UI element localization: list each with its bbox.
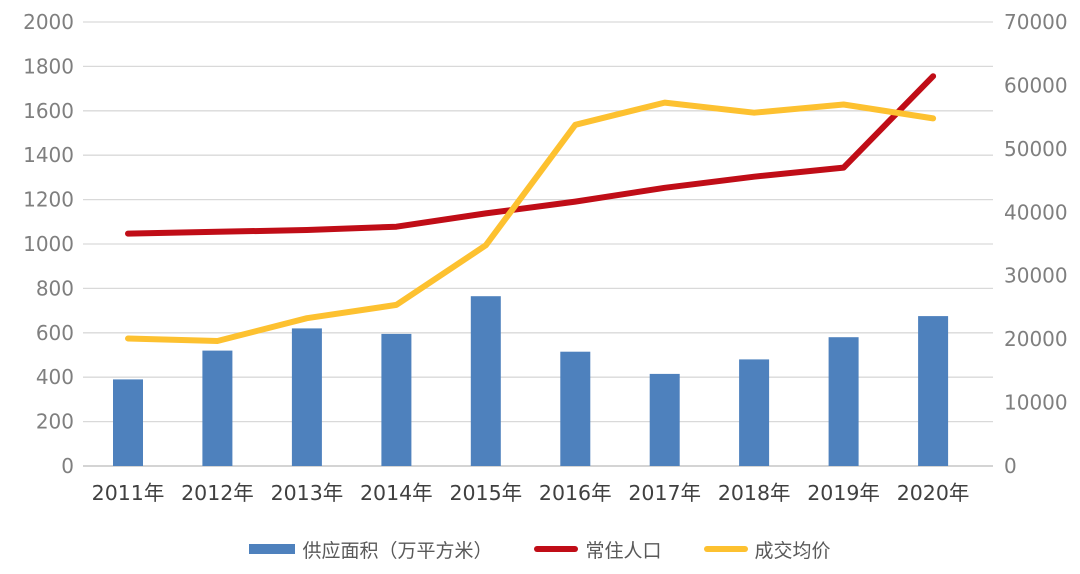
- supply-area-bar: [381, 333, 412, 466]
- legend-key-line-icon: [703, 546, 748, 552]
- x-axis-label: 2015年: [449, 481, 522, 505]
- supply-area-bar: [918, 316, 949, 466]
- supply-area-bar: [560, 351, 591, 466]
- x-axis-label: 2020年: [897, 481, 970, 505]
- legend-item-supply-area: 供应面积（万平方米）: [249, 536, 492, 563]
- right-axis-tick-label: 20000: [1004, 327, 1068, 351]
- left-axis-tick-label: 1200: [23, 188, 74, 212]
- x-axis-label: 2011年: [92, 481, 165, 505]
- left-axis-tick-label: 2000: [23, 10, 74, 34]
- supply-area-bar: [739, 359, 770, 466]
- left-axis-tick-label: 600: [36, 321, 74, 345]
- right-axis-tick-label: 10000: [1004, 391, 1068, 415]
- left-axis-tick-label: 800: [36, 276, 74, 300]
- legend: 供应面积（万平方米） 常住人口 成交均价: [0, 534, 1080, 564]
- right-axis-tick-label: 30000: [1004, 264, 1068, 288]
- supply-area-bar: [828, 337, 859, 466]
- legend-item-avg-price: 成交均价: [703, 536, 831, 563]
- x-axis-label: 2013年: [271, 481, 344, 505]
- supply-area-bar: [470, 296, 501, 466]
- resident-population-line: [125, 73, 937, 237]
- right-axis-tick-label: 60000: [1004, 73, 1068, 97]
- left-axis-tick-label: 0: [61, 454, 74, 478]
- x-axis-label: 2012年: [181, 481, 254, 505]
- legend-label-supply-area: 供应面积（万平方米）: [302, 539, 493, 562]
- right-axis-tick-label: 50000: [1004, 137, 1068, 161]
- x-axis-label: 2014年: [360, 481, 433, 505]
- x-axis-label: 2018年: [718, 481, 791, 505]
- legend-label-resident-population: 常住人口: [585, 539, 662, 562]
- right-axis-tick-label: 70000: [1004, 10, 1068, 34]
- legend-item-resident-population: 常住人口: [534, 536, 662, 563]
- x-axis-label: 2017年: [628, 481, 701, 505]
- legend-key-line-icon: [534, 546, 579, 552]
- supply-area-bar: [202, 350, 233, 466]
- right-axis-tick-label: 40000: [1004, 200, 1068, 224]
- legend-key-bar-icon: [249, 544, 296, 554]
- left-axis-tick-label: 1000: [23, 232, 74, 256]
- left-axis-tick-label: 1600: [23, 99, 74, 123]
- supply-area-bar: [291, 328, 322, 466]
- left-axis-tick-label: 200: [36, 410, 74, 434]
- legend-label-avg-price: 成交均价: [754, 539, 831, 562]
- avg-price-line: [125, 99, 937, 344]
- left-axis-tick-label: 400: [36, 365, 74, 389]
- right-axis-tick-label: 0: [1004, 454, 1017, 478]
- supply-area-bar: [649, 373, 680, 466]
- x-axis-label: 2019年: [807, 481, 880, 505]
- supply-area-bar: [113, 379, 143, 466]
- x-axis-label: 2016年: [539, 481, 612, 505]
- left-axis-tick-label: 1800: [23, 54, 74, 78]
- left-axis-tick-label: 1400: [23, 143, 74, 167]
